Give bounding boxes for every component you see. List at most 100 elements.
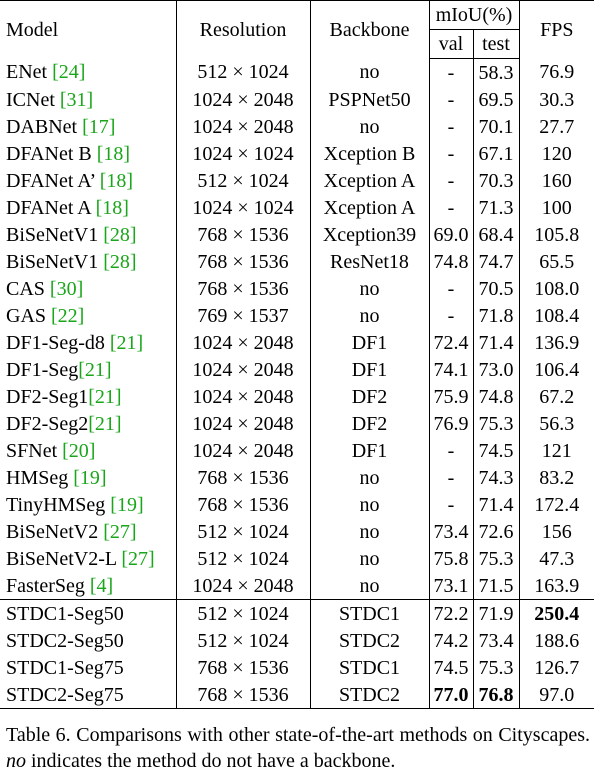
cell-test: 71.4 bbox=[472, 491, 520, 518]
model-name: HMSeg bbox=[6, 466, 74, 489]
citation-link[interactable]: [22] bbox=[51, 304, 85, 327]
citation-link[interactable]: [4] bbox=[89, 574, 114, 597]
cell-test: 71.5 bbox=[472, 572, 520, 600]
cell-test: 75.3 bbox=[472, 654, 520, 681]
citation-link[interactable]: [28] bbox=[103, 250, 137, 273]
cell-fps: 97.0 bbox=[518, 681, 594, 709]
cell-fps: 108.0 bbox=[518, 275, 594, 302]
header-backbone: Backbone bbox=[309, 0, 429, 59]
cell-model: TinyHMSeg [19] bbox=[0, 491, 176, 518]
model-name: DF2-Seg1 bbox=[6, 385, 89, 408]
model-name: SFNet bbox=[6, 439, 63, 462]
model-name: BiSeNetV2-L bbox=[6, 547, 122, 570]
cell-model: ENet [24] bbox=[0, 59, 176, 87]
cell-backbone: Xception39 bbox=[309, 221, 429, 248]
cell-test: 58.3 bbox=[472, 58, 520, 86]
cell-backbone: DF1 bbox=[309, 437, 429, 464]
header-resolution: Resolution bbox=[175, 0, 310, 59]
model-name: DF2-Seg2 bbox=[6, 412, 89, 435]
cell-backbone: no bbox=[309, 58, 429, 86]
citation-link[interactable]: [18] bbox=[99, 169, 134, 192]
model-name: DF1-Seg-d8 bbox=[6, 331, 110, 354]
model-name: TinyHMSeg bbox=[6, 493, 111, 516]
table-row: DF2-Seg1[21] 1024 × 2048 DF2 75.9 74.8 67.2 bbox=[0, 383, 594, 410]
citation-link[interactable]: [20] bbox=[62, 439, 96, 462]
cell-model: DABNet [17] bbox=[0, 113, 176, 140]
citation-link[interactable]: [28] bbox=[103, 223, 137, 246]
cell-val: - bbox=[428, 113, 473, 140]
cell-backbone: no bbox=[309, 464, 429, 491]
table-row: ENet [24] 512 × 1024 no -58.3 76.9 bbox=[0, 58, 594, 87]
table-row: BiSeNetV1 [28] 768 × 1536 ResNet18 74.8 74.7… bbox=[0, 248, 594, 275]
cell-resolution: 512 × 1024 bbox=[175, 58, 310, 86]
cell-fps: 188.6 bbox=[518, 627, 594, 654]
model-name: BiSeNetV1 bbox=[6, 250, 104, 273]
citation-link[interactable]: [17] bbox=[82, 115, 116, 138]
cell-model: STDC2-Seg75 bbox=[0, 681, 176, 709]
cell-backbone: STDC2 bbox=[309, 681, 429, 709]
cell-val: 72.4 bbox=[428, 329, 473, 356]
cell-val: 75.9 bbox=[428, 383, 473, 410]
cell-test: 68.4 bbox=[472, 221, 520, 248]
citation-link[interactable]: [18] bbox=[96, 142, 131, 165]
cell-model: DF1-Seg[21] bbox=[0, 356, 176, 383]
citation-link[interactable]: [19] bbox=[110, 493, 144, 516]
citation-link[interactable]: [27] bbox=[103, 520, 137, 543]
citation-link[interactable]: [18] bbox=[95, 196, 129, 219]
model-name: STDC2-Seg50 bbox=[6, 629, 124, 652]
table-row: FasterSeg [4] 1024 × 2048 no 73.1 71.5 163.9 bbox=[0, 572, 594, 600]
caption-emphasis: no bbox=[6, 750, 26, 772]
cell-backbone: DF2 bbox=[309, 383, 429, 410]
cell-model: DFANet A [18] bbox=[0, 194, 176, 221]
cell-resolution: 768 × 1536 bbox=[175, 221, 310, 248]
cell-model: DFANet A’ [18] bbox=[0, 167, 176, 194]
model-name: BiSeNetV2 bbox=[6, 520, 104, 543]
model-name: CAS bbox=[6, 277, 50, 300]
table-row: STDC1-Seg75 768 × 1536 STDC1 74.5 75.3 126.7 bbox=[0, 654, 594, 681]
caption-text: Table 6. Comparisons with other state-of… bbox=[6, 724, 590, 746]
cell-fps: 83.2 bbox=[518, 464, 594, 491]
citation-link[interactable]: [21] bbox=[88, 385, 122, 408]
model-name: DFANet A’ bbox=[6, 169, 100, 192]
cell-val: - bbox=[428, 302, 473, 329]
cell-resolution: 768 × 1536 bbox=[175, 275, 310, 302]
model-name: ICNet bbox=[6, 88, 60, 111]
cell-backbone: STDC1 bbox=[309, 654, 429, 681]
cell-resolution: 768 × 1536 bbox=[175, 464, 310, 491]
cell-resolution: 1024 × 1024 bbox=[175, 194, 310, 221]
cell-fps: 76.9 bbox=[518, 58, 594, 86]
cell-model: BiSeNetV2 [27] bbox=[0, 518, 176, 545]
citation-link[interactable]: [30] bbox=[49, 277, 84, 300]
cell-resolution: 768 × 1536 bbox=[175, 248, 310, 275]
cell-test: 73.0 bbox=[472, 356, 520, 383]
cell-fps: 163.9 bbox=[518, 572, 594, 600]
citation-link[interactable]: [31] bbox=[59, 88, 94, 111]
cell-fps: 106.4 bbox=[518, 356, 594, 383]
cell-backbone: no bbox=[309, 572, 429, 600]
cell-val: 74.8 bbox=[428, 248, 473, 275]
cell-val: - bbox=[428, 275, 473, 302]
citation-link[interactable]: [21] bbox=[78, 358, 112, 381]
cell-model: CAS [30] bbox=[0, 275, 176, 302]
table-row: DFANet A’ [18] 512 × 1024 Xception A -70.3 1… bbox=[0, 167, 594, 194]
cell-model: BiSeNetV1 [28] bbox=[0, 221, 176, 248]
citation-link[interactable]: [24] bbox=[52, 61, 86, 84]
table-row: DFANet A [18] 1024 × 1024 Xception A -71.3 1… bbox=[0, 194, 594, 221]
model-name: GAS bbox=[6, 304, 52, 327]
cell-resolution: 512 × 1024 bbox=[175, 545, 310, 572]
cell-val: 69.0 bbox=[428, 221, 473, 248]
model-name: STDC1-Seg75 bbox=[6, 656, 124, 679]
cell-fps: 160 bbox=[518, 167, 594, 194]
citation-link[interactable]: [27] bbox=[121, 547, 155, 570]
table-row: DABNet [17] 1024 × 2048 no -70.1 27.7 bbox=[0, 113, 594, 140]
cell-val: 76.9 bbox=[428, 410, 473, 437]
cell-fps: 56.3 bbox=[518, 410, 594, 437]
citation-link[interactable]: [19] bbox=[73, 466, 107, 489]
cell-test: 75.3 bbox=[472, 545, 520, 572]
citation-link[interactable]: [21] bbox=[109, 331, 144, 354]
cell-val: 74.5 bbox=[428, 654, 473, 681]
citation-link[interactable]: [21] bbox=[88, 412, 122, 435]
cell-fps: 67.2 bbox=[518, 383, 594, 410]
cell-fps: 172.4 bbox=[518, 491, 594, 518]
cell-val: 74.1 bbox=[428, 356, 473, 383]
